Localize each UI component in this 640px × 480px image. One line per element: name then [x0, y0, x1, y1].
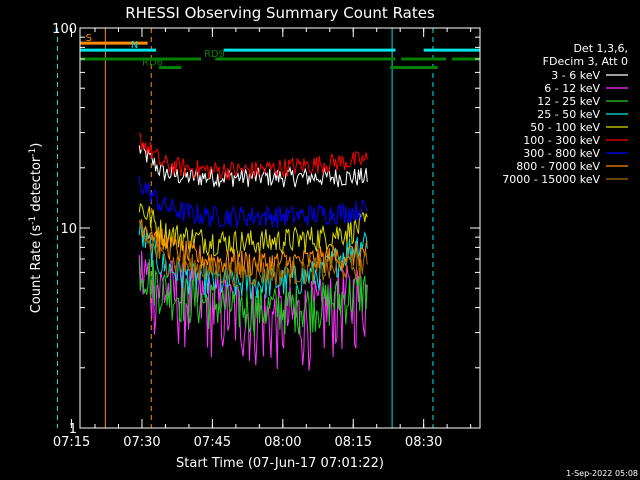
- x-axis-label: Start Time (07-Jun-17 07:01:22): [176, 456, 384, 471]
- y-tick-label-1: 1: [69, 422, 77, 437]
- legend-label: 3 - 6 keV: [551, 69, 600, 82]
- series-2: [138, 250, 368, 371]
- flag-label-n: N: [131, 40, 138, 51]
- y-axis-label: Count Rate (s-1 detector-1): [28, 143, 44, 314]
- series-trace-8: [138, 218, 368, 278]
- legend-label: 300 - 800 keV: [523, 147, 600, 160]
- flag-rd6: RD6: [142, 57, 438, 69]
- x-tick-label: 07:15: [53, 435, 90, 450]
- series-5: [138, 202, 368, 258]
- y-axis-label-base: Count Rate (s: [29, 225, 44, 314]
- footer-date: 1-Sep-2022 05:08: [566, 469, 638, 478]
- series-trace-2: [138, 250, 368, 371]
- legend-item-9: 7000 - 15000 keV: [502, 173, 628, 186]
- legend-item-6: 100 - 300 keV: [523, 134, 628, 147]
- series-6: [138, 132, 368, 181]
- x-tick-label: 08:15: [335, 435, 372, 450]
- series-3: [138, 257, 368, 337]
- legend-item-4: 25 - 50 keV: [537, 108, 628, 121]
- legend-item-8: 800 - 7000 keV: [516, 160, 628, 173]
- flag-label-rd9: RD9: [204, 49, 225, 60]
- legend-label: 7000 - 15000 keV: [502, 173, 600, 186]
- flag-label-s: S: [86, 33, 92, 44]
- legend-item-1: 3 - 6 keV: [551, 69, 628, 82]
- x-tick-label: 07:45: [194, 435, 231, 450]
- chart-title: RHESSI Observing Summary Count Rates: [125, 4, 435, 22]
- y-axis-label-exp2: -1: [28, 148, 38, 157]
- legend-item-5: 50 - 100 keV: [530, 121, 628, 134]
- y-axis-label-exp1: -1: [28, 216, 38, 225]
- axis-layer: 1 10 100 07:15 07:30 07:45 08:00 08:15 08:30: [52, 22, 480, 450]
- y-tick-label-10: 10: [60, 222, 77, 237]
- legend-header-line-1: Det 1,3,6,: [573, 42, 628, 55]
- flag-n: N: [80, 40, 480, 52]
- legend-item-3: 12 - 25 keV: [537, 95, 628, 108]
- legend-label: 800 - 7000 keV: [516, 160, 600, 173]
- legend-label: 6 - 12 keV: [544, 82, 600, 95]
- y-axis-label-end: ): [29, 143, 44, 148]
- legend-header-line-2: FDecim 3, Att 0: [543, 55, 628, 68]
- series-trace-6: [138, 132, 368, 181]
- plot-layer: [56, 28, 434, 428]
- x-tick-label: 08:00: [264, 435, 301, 450]
- y-axis-label-mid: detector: [29, 156, 44, 216]
- flag-s: S: [80, 33, 148, 45]
- series-8: [138, 218, 368, 278]
- legend-item-7: 300 - 800 keV: [523, 147, 628, 160]
- legend-label: 12 - 25 keV: [537, 95, 600, 108]
- legend-label: 100 - 300 keV: [523, 134, 600, 147]
- flag-layer: S N RD9 RD6: [80, 33, 480, 69]
- y-tick-label-100: 100: [52, 22, 77, 37]
- series-trace-3: [138, 257, 368, 337]
- series-trace-7: [138, 175, 368, 228]
- legend-label: 25 - 50 keV: [537, 108, 600, 121]
- legend-item-2: 6 - 12 keV: [544, 82, 628, 95]
- legend-label: 50 - 100 keV: [530, 121, 600, 134]
- series-7: [138, 175, 368, 228]
- flag-label-rd6: RD6: [142, 57, 163, 68]
- flag-rd9: RD9: [80, 49, 480, 61]
- x-tick-label: 08:30: [405, 435, 442, 450]
- series-trace-9: [138, 219, 368, 288]
- x-tick-label: 07:30: [123, 435, 160, 450]
- series-9: [138, 219, 368, 288]
- series-trace-5: [138, 202, 368, 258]
